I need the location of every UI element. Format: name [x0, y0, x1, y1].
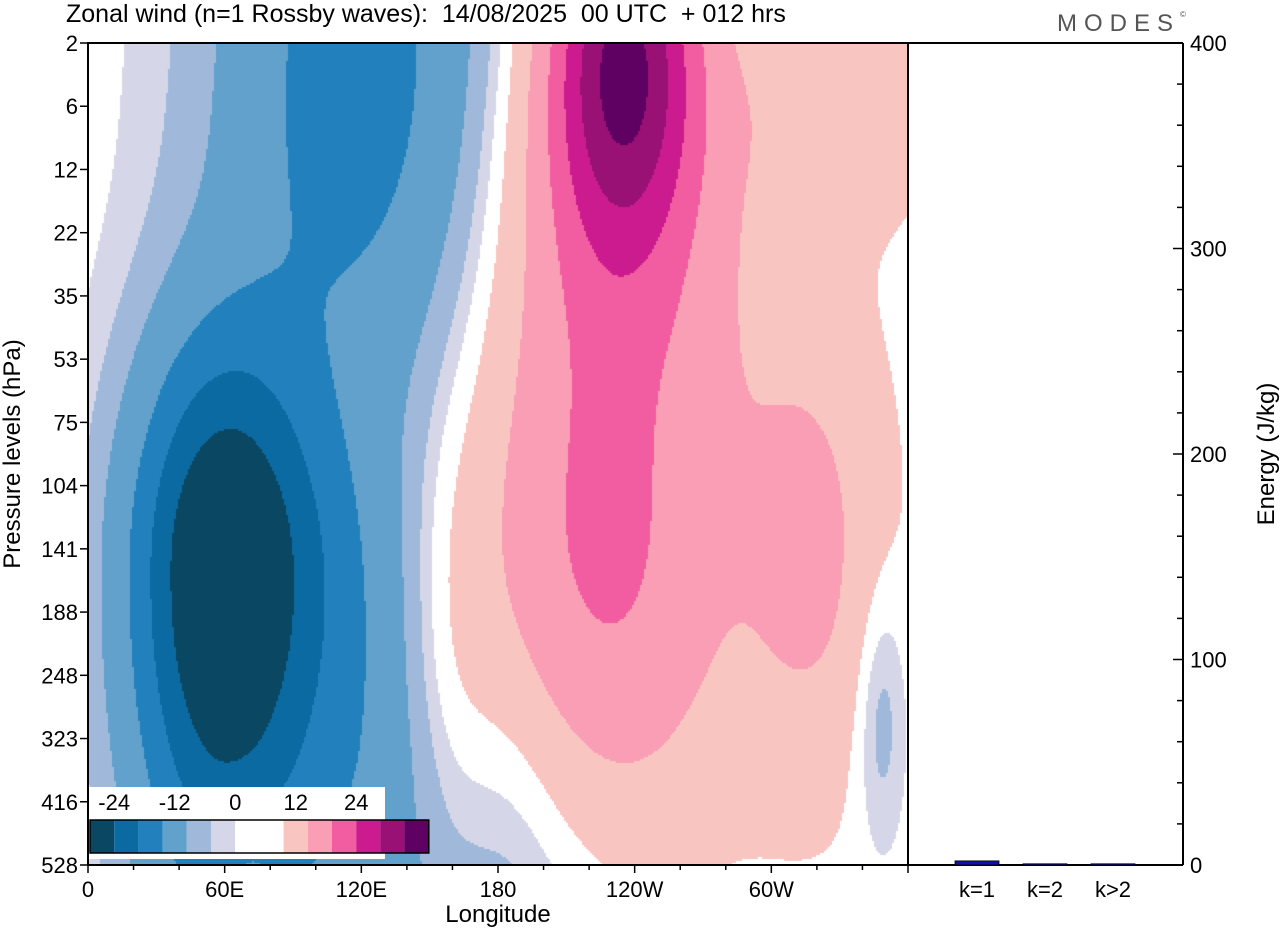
- y-tick-label: 248: [41, 663, 78, 688]
- energy-category-label: k=2: [1027, 877, 1063, 902]
- colorbar-swatch: [307, 820, 332, 853]
- colorbar-swatch: [90, 820, 115, 853]
- colorbar-swatch: [283, 820, 308, 853]
- energy-bars: k=1 k=2 k>2: [954, 860, 1136, 902]
- colorbar-swatch: [356, 820, 381, 853]
- colorbar-swatch: [114, 820, 139, 853]
- colorbar-label: -24: [98, 790, 130, 815]
- colorbar-swatch: [235, 820, 260, 853]
- energy-axis-label: Energy (J/kg): [1253, 383, 1280, 526]
- wind-contours: [88, 43, 908, 865]
- energy-bar-k=1: [954, 860, 1000, 866]
- y-tick-label: 75: [54, 410, 78, 435]
- energy-bar-k>2: [1090, 863, 1136, 866]
- x-tick-label: 0: [82, 877, 94, 902]
- y-tick-label: 104: [41, 474, 78, 499]
- brand-text: MODES: [1057, 10, 1181, 37]
- colorbar-label: 0: [229, 790, 241, 815]
- y-tick-label: 2: [66, 31, 78, 56]
- colorbar-swatch: [162, 820, 187, 853]
- y-tick-label: 323: [41, 727, 78, 752]
- x-tick-label: 60W: [749, 877, 794, 902]
- colorbar-legend: -24 -12 0 12 24: [89, 787, 430, 859]
- x-tick-label: 60E: [205, 877, 244, 902]
- energy-category-label: k=1: [959, 877, 995, 902]
- x-tick-label: 120W: [606, 877, 664, 902]
- y-axis-label: Pressure levels (hPa): [0, 339, 26, 568]
- colorbar-swatch: [259, 820, 284, 853]
- y-tick-label: 6: [66, 94, 78, 119]
- colorbar-swatch: [332, 820, 357, 853]
- colorbar-swatch: [138, 820, 163, 853]
- colorbar-frame: [89, 819, 430, 854]
- brand-logo: MODES©: [1057, 10, 1186, 38]
- colorbar-label: -12: [159, 790, 191, 815]
- chart-title: Zonal wind (n=1 Rossby waves): 14/08/202…: [66, 0, 786, 28]
- y-tick-label: 35: [54, 284, 78, 309]
- x-axis-label: Longitude: [445, 901, 550, 928]
- y-tick-label: 12: [54, 157, 78, 182]
- y-tick-label: 53: [54, 347, 78, 372]
- colorbar-label: 24: [344, 790, 368, 815]
- colorbar-swatch: [380, 820, 405, 853]
- axes: 2 6 12 22 35 53 75 104 141 188 248 323 416 528 Pressur…: [0, 31, 1280, 928]
- energy-category-label: k>2: [1095, 877, 1131, 902]
- y-tick-label: 528: [41, 853, 78, 878]
- energy-tick-label: 100: [1190, 648, 1227, 673]
- y-tick-label: 416: [41, 790, 78, 815]
- energy-tick-label: 300: [1190, 237, 1227, 262]
- wind-field: [88, 43, 908, 865]
- energy-bar-k=2: [1022, 863, 1068, 866]
- x-tick-label: 120E: [336, 877, 387, 902]
- y-tick-label: 141: [41, 537, 78, 562]
- colorbar-swatch: [186, 820, 211, 853]
- colorbar-swatch: [404, 820, 429, 853]
- energy-tick-label: 0: [1190, 853, 1202, 878]
- energy-tick-label: 200: [1190, 442, 1227, 467]
- y-tick-label: 188: [41, 600, 78, 625]
- x-tick-label: 180: [480, 877, 517, 902]
- y-tick-label: 22: [54, 221, 78, 246]
- colorbar-label: 12: [283, 790, 307, 815]
- energy-tick-label: 400: [1190, 31, 1227, 56]
- colorbar-swatch: [211, 820, 236, 853]
- brand-mark: ©: [1180, 10, 1186, 19]
